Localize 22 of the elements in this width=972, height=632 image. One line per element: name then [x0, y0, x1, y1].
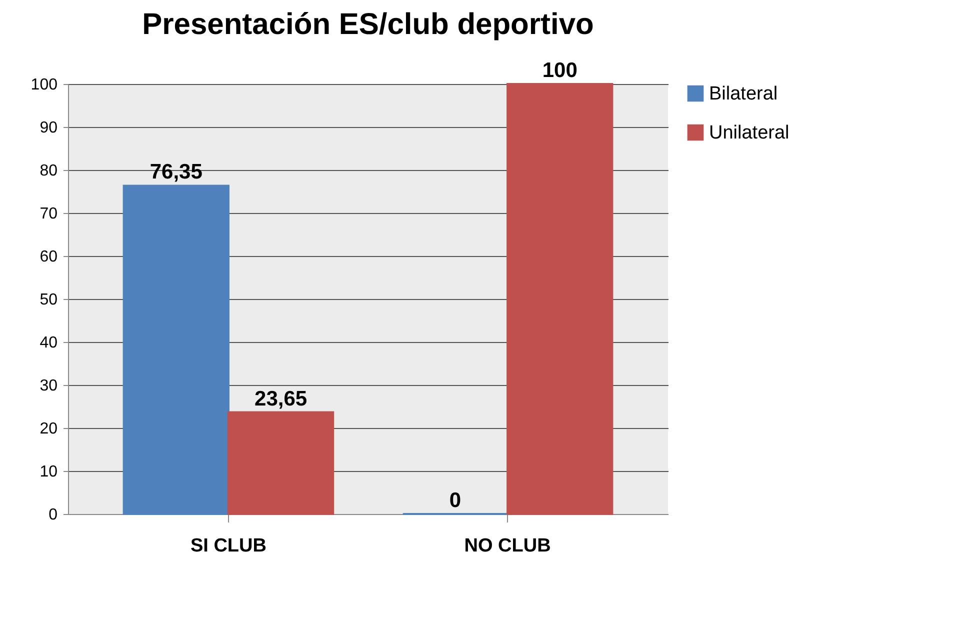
bar — [227, 411, 334, 515]
y-tick-label: 90 — [40, 120, 58, 136]
data-label: 0 — [449, 489, 462, 512]
x-tick-label: NO CLUB — [464, 536, 551, 556]
data-label: 23,65 — [254, 387, 308, 410]
legend-label: Bilateral — [709, 84, 778, 104]
y-tick-label: 100 — [30, 76, 58, 94]
y-tick-label: 10 — [40, 464, 58, 480]
y-tick-label: 60 — [40, 248, 58, 266]
chart-title: Presentación ES/club deportivo — [142, 8, 594, 41]
data-label: 100 — [542, 59, 578, 82]
y-tick-label: 70 — [40, 206, 58, 222]
y-tick-label: 30 — [40, 378, 58, 394]
y-tick-label: 80 — [40, 162, 58, 180]
y-tick-label: 40 — [40, 334, 58, 352]
y-tick-label: 50 — [40, 292, 58, 308]
y-tick-label: 0 — [48, 506, 58, 524]
y-tick-label: 20 — [40, 420, 58, 438]
legend-label: Unilateral — [709, 122, 790, 144]
bar — [506, 83, 614, 515]
bar — [122, 184, 230, 515]
x-tick-label: SI CLUB — [190, 536, 266, 556]
